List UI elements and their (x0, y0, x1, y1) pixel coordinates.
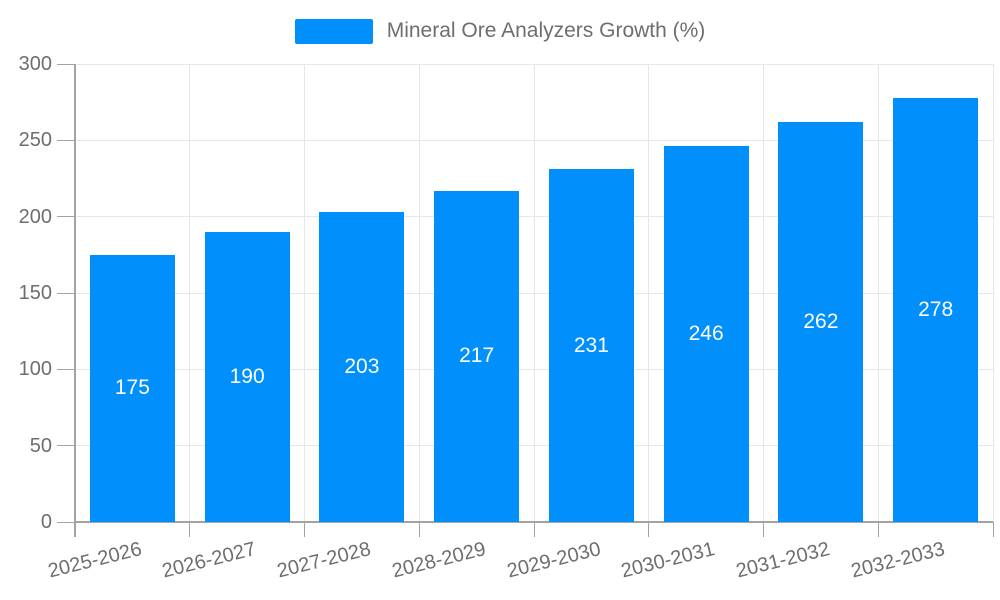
bar[interactable] (663, 146, 749, 522)
x-axis-tick-label: 2027-2028 (275, 538, 374, 583)
x-axis-tick-label: 2030-2031 (619, 538, 718, 583)
bar-value-label: 175 (114, 376, 150, 400)
bar[interactable] (893, 97, 979, 522)
bar-value-label: 278 (918, 297, 954, 321)
legend-swatch (294, 18, 373, 44)
x-axis-tick (763, 522, 764, 537)
gridline-vertical (533, 64, 535, 522)
y-axis-tick-label: 200 (18, 205, 52, 228)
bar-value-label: 231 (573, 333, 609, 357)
x-axis-tick-label: 2028-2029 (389, 538, 488, 583)
x-axis-tick (992, 522, 994, 537)
bar-value-label: 217 (459, 344, 495, 368)
y-axis-tick (57, 445, 75, 447)
x-axis-tick (533, 522, 535, 537)
x-axis-tick (648, 522, 650, 537)
y-axis-tick-label: 250 (18, 129, 52, 152)
x-axis-tick-label: 2029-2030 (504, 538, 603, 583)
bar-value-label: 203 (344, 355, 380, 379)
bar[interactable] (89, 254, 175, 522)
y-axis-tick (57, 521, 75, 523)
y-axis-tick (57, 292, 75, 294)
x-axis-tick (189, 522, 191, 537)
y-axis-tick-label: 0 (40, 511, 52, 533)
y-axis-tick-label: 300 (18, 53, 52, 75)
gridline-vertical (189, 64, 191, 522)
bar[interactable] (778, 122, 864, 522)
y-axis-tick (57, 63, 75, 65)
legend-label: Mineral Ore Analyzers Growth (%) (386, 19, 706, 42)
legend: Mineral Ore Analyzers Growth (%) (0, 16, 1000, 46)
gridline-vertical (304, 64, 305, 522)
y-axis-line (74, 64, 76, 537)
gridline-vertical (648, 64, 650, 522)
x-axis-tick-label: 2032-2033 (848, 538, 947, 583)
x-axis-tick-label: 2031-2032 (734, 538, 833, 583)
y-axis-tick (57, 139, 75, 141)
x-axis-tick (304, 522, 305, 537)
bar-value-label: 246 (688, 322, 724, 346)
y-axis-tick-label: 100 (18, 358, 52, 381)
x-axis-tick (418, 522, 420, 537)
y-axis-tick-label: 50 (29, 434, 52, 457)
y-axis-tick (57, 368, 75, 370)
x-axis-tick (877, 522, 879, 537)
y-axis-tick-label: 150 (18, 282, 52, 304)
bar[interactable] (434, 190, 520, 522)
x-axis-line (75, 521, 993, 523)
legend-item[interactable]: Mineral Ore Analyzers Growth (%) (294, 18, 706, 44)
gridline-vertical (418, 64, 420, 522)
gridline-vertical (763, 64, 764, 522)
bar[interactable] (204, 231, 290, 522)
bar-value-label: 190 (229, 364, 265, 388)
gridline-vertical (992, 64, 994, 522)
x-axis-tick-label: 2026-2027 (160, 538, 259, 583)
bar-value-label: 262 (803, 310, 839, 333)
x-axis-tick-label: 2025-2026 (45, 538, 144, 583)
y-axis-tick (57, 216, 75, 218)
bar[interactable] (548, 169, 634, 522)
gridline-vertical (877, 64, 879, 522)
bar[interactable] (319, 212, 405, 522)
